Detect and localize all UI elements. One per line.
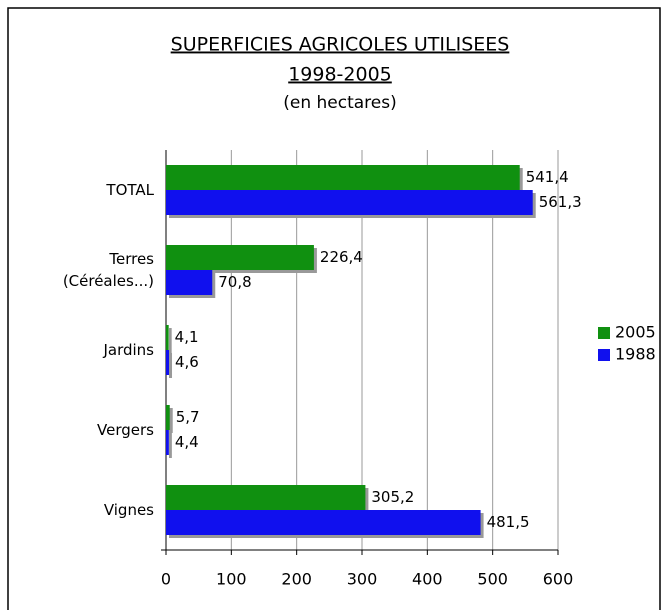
data-label: 5,7	[176, 408, 200, 426]
y-tick-label: Terres (Céréales...)	[62, 250, 154, 290]
bar	[166, 350, 170, 375]
bar	[166, 510, 481, 535]
bar	[166, 485, 366, 510]
bar	[166, 165, 520, 190]
bar	[166, 430, 169, 455]
x-tick-label: 0	[161, 570, 171, 589]
legend-swatch	[598, 327, 610, 339]
legend-swatch	[598, 349, 610, 361]
data-label: 561,3	[539, 193, 582, 211]
x-tick-label: 600	[543, 570, 574, 589]
bar	[166, 325, 169, 350]
bar	[166, 405, 170, 430]
unit-note: (en hectares)	[283, 93, 397, 113]
legend-label: 2005	[615, 323, 656, 342]
y-tick-label: Jardins	[103, 341, 154, 359]
bar	[166, 245, 314, 270]
chart-title: SUPERFICIES AGRICOLES UTILISEES	[171, 34, 510, 56]
y-tick-label: Vignes	[103, 501, 154, 519]
data-label: 70,8	[218, 273, 251, 291]
bar-shadow	[169, 353, 173, 378]
chart-subtitle: 1998-2005	[288, 64, 392, 86]
x-tick-label: 400	[412, 570, 443, 589]
legend-label: 1988	[615, 345, 656, 364]
x-tick-label: 500	[477, 570, 508, 589]
bar	[166, 270, 213, 295]
frame	[7, 7, 661, 610]
bar-shadow	[169, 433, 172, 458]
y-tick-label: TOTAL	[106, 181, 154, 199]
data-label: 541,4	[526, 168, 569, 186]
data-label: 4,6	[175, 353, 199, 371]
data-label: 4,4	[175, 433, 199, 451]
x-tick-label: 100	[216, 570, 247, 589]
bar-shadow	[169, 328, 172, 353]
bar	[166, 190, 533, 215]
x-tick-label: 200	[281, 570, 312, 589]
y-tick-label: Vergers	[97, 421, 154, 439]
data-label: 226,4	[320, 248, 363, 266]
data-label: 481,5	[487, 513, 530, 531]
bar-shadow	[169, 408, 173, 433]
data-label: 305,2	[371, 488, 414, 506]
data-label: 4,1	[175, 328, 199, 346]
x-tick-label: 300	[347, 570, 378, 589]
